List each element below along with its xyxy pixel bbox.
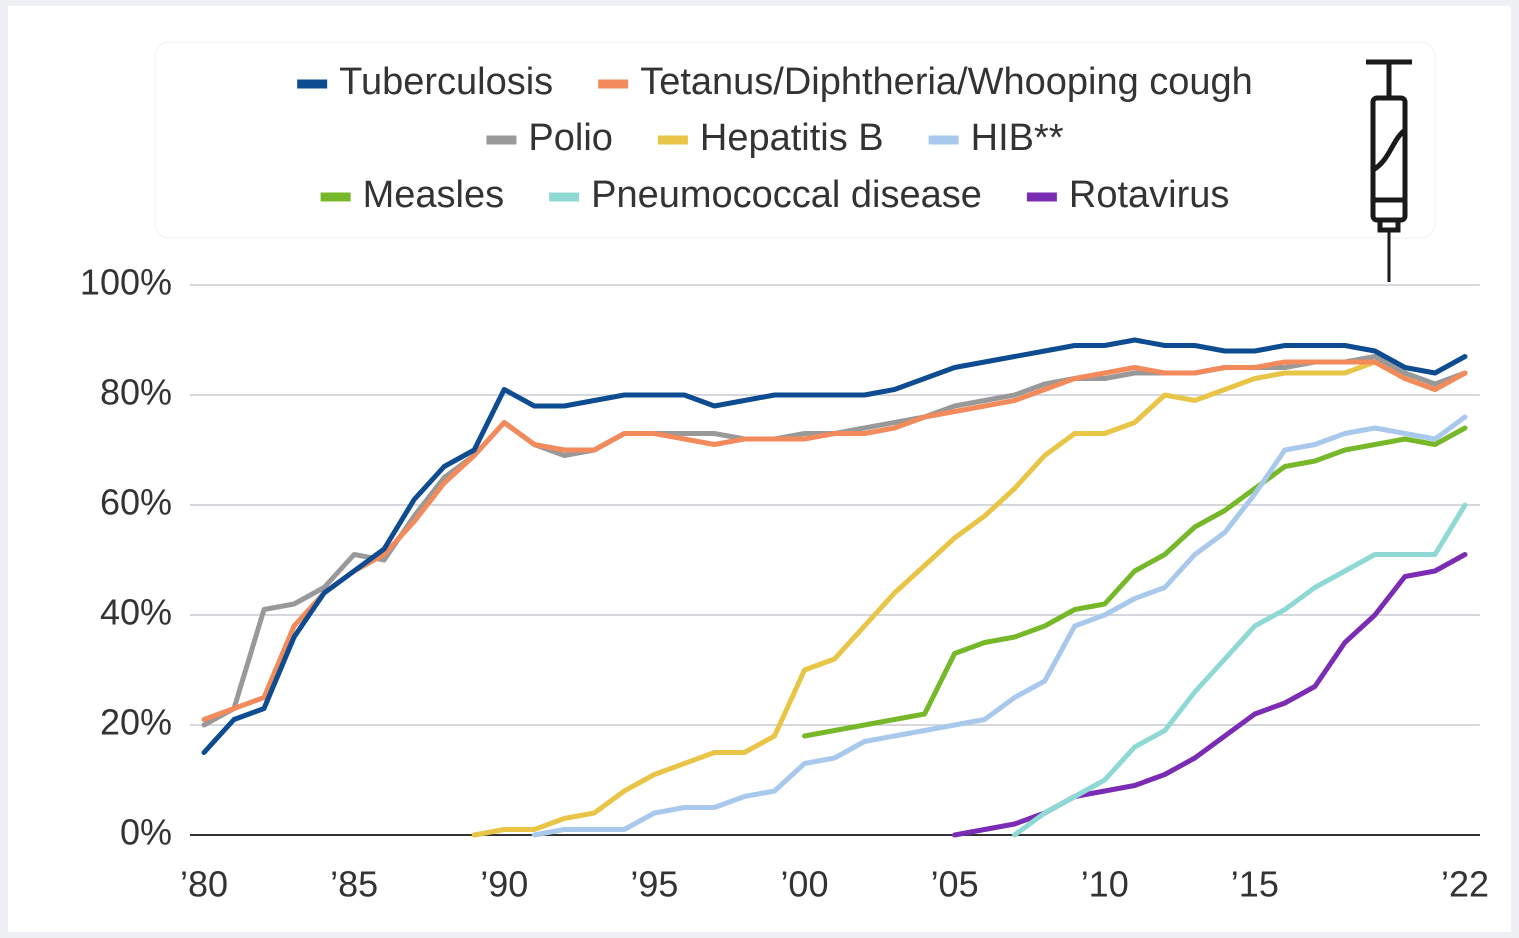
lines — [201, 337, 1468, 838]
legend-label: Rotavirus — [1069, 174, 1230, 216]
series-line — [471, 359, 1468, 838]
x-tick-label: ’85 — [330, 864, 378, 905]
legend-box — [154, 41, 1436, 239]
x-tick-label: ’22 — [1441, 864, 1489, 905]
legend-swatch — [486, 135, 517, 145]
y-tick-label: 20% — [100, 702, 172, 743]
series-line — [802, 425, 1468, 739]
legend-label: Tuberculosis — [339, 61, 553, 103]
series-line — [531, 414, 1468, 838]
legend-label: Tetanus/Diphtheria/Whooping cough — [640, 61, 1253, 103]
legend-label: Polio — [528, 117, 613, 159]
legend-swatch — [549, 192, 580, 202]
labels: 0% 20% 40% 60% 80% 100% ’80 ’85 ’90 ’95 ’00 ’05 ’10 ’… — [80, 262, 1489, 905]
x-tick-label: ’05 — [931, 864, 979, 905]
y-tick-label: 80% — [100, 372, 172, 413]
syringe-icon — [1366, 59, 1412, 282]
x-tick-label: ’90 — [480, 864, 528, 905]
legend-label: Hepatitis B — [700, 117, 884, 159]
legend-swatch — [1026, 192, 1057, 202]
y-tick-label: 60% — [100, 482, 172, 523]
legend-swatch — [320, 192, 351, 202]
series-line — [201, 337, 1468, 755]
y-tick-label: 0% — [120, 812, 172, 853]
x-tick-label: ’80 — [180, 864, 228, 905]
x-tick-label: ’15 — [1231, 864, 1279, 905]
series-line — [201, 359, 1468, 722]
legend-swatch — [297, 79, 328, 89]
y-tick-label: 100% — [80, 262, 172, 303]
legend-swatch — [598, 79, 629, 89]
x-tick-label: ’00 — [780, 864, 828, 905]
x-tick-label: ’95 — [630, 864, 678, 905]
legend-label: Pneumococcal disease — [591, 174, 982, 216]
legend-swatch — [657, 135, 688, 145]
legend-swatch — [928, 135, 959, 145]
x-tick-label: ’10 — [1081, 864, 1129, 905]
legend-label: HIB** — [971, 117, 1064, 159]
y-tick-label: 40% — [100, 592, 172, 633]
legend: Tuberculosis Tetanus/Diphtheria/Whooping … — [297, 61, 1253, 216]
legend-label: Measles — [363, 174, 505, 216]
series-line — [1012, 502, 1468, 838]
